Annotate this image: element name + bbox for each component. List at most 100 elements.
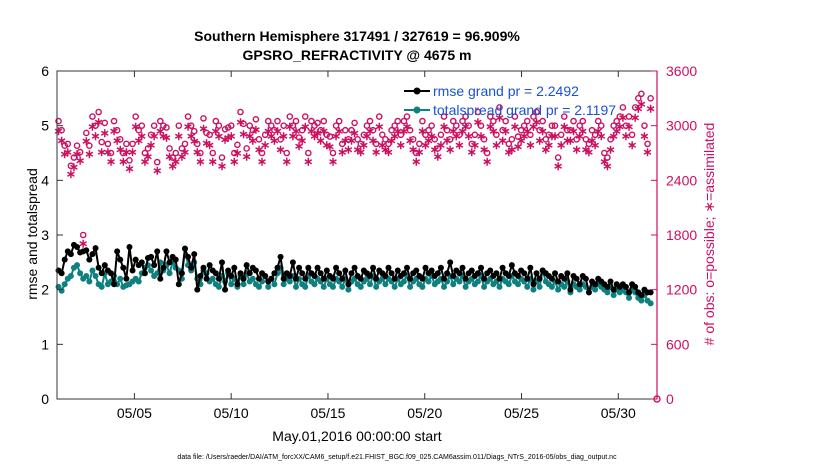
assimilated-obs-point: ∗: [288, 129, 298, 143]
possible-obs-point: [530, 113, 537, 120]
rmse-point: [123, 275, 130, 282]
totalspread-point: [419, 283, 426, 290]
assimilated-obs-point: ∗: [260, 138, 270, 152]
possible-obs-point: [345, 136, 352, 143]
totalspread-point: [92, 273, 99, 279]
rmse-point: [274, 264, 281, 271]
rmse-point: [154, 248, 161, 255]
rmse-point: [555, 278, 562, 285]
totalspread-point: [450, 281, 457, 288]
assimilated-obs-point: ∗: [309, 129, 319, 143]
y-tick-label-left: 1: [41, 336, 49, 352]
rmse-point: [268, 275, 275, 282]
assimilated-obs-point: ∗: [313, 126, 323, 140]
rmse-point: [422, 264, 429, 271]
possible-obs-point: [551, 122, 559, 129]
possible-obs-point: [486, 113, 494, 120]
assimilated-obs-point: ∗: [174, 129, 184, 143]
rmse-point: [391, 275, 398, 282]
y-tick-label-left: 6: [41, 63, 49, 79]
rmse-point: [61, 256, 68, 263]
possible-obs-point: [268, 122, 275, 129]
rmse-point: [626, 289, 633, 296]
possible-obs-point: [403, 113, 411, 120]
assimilated-obs-point: ∗: [562, 133, 572, 147]
assimilated-obs-point: ∗: [103, 145, 113, 159]
rmse-point: [610, 286, 617, 293]
assimilated-obs-point: ∗: [476, 129, 486, 143]
rmse-point: [151, 262, 158, 269]
rmse-point: [237, 270, 244, 277]
assimilated-obs-point: ∗: [482, 154, 492, 168]
assimilated-obs-point: ∗: [186, 129, 196, 143]
possible-obs-point: [545, 131, 553, 139]
rmse-point: [206, 262, 213, 269]
totalspread-point: [481, 283, 488, 290]
possible-obs-point: [264, 117, 272, 125]
possible-obs-point: [110, 117, 118, 125]
possible-obs-point: [351, 119, 358, 127]
possible-obs-point: [601, 149, 608, 157]
rmse-point: [382, 273, 389, 279]
possible-obs-point: [560, 113, 568, 120]
assimilated-obs-point: ∗: [87, 120, 97, 134]
rmse-point: [367, 273, 373, 279]
assimilated-obs-point: ∗: [359, 138, 369, 152]
possible-obs-point: [172, 149, 180, 157]
assimilated-obs-point: ∗: [568, 124, 578, 138]
possible-obs-point: [147, 131, 155, 139]
assimilated-obs-point: ∗: [69, 160, 79, 174]
rmse-point: [348, 270, 355, 277]
rmse-point: [521, 270, 528, 277]
possible-obs-point: [502, 117, 509, 125]
rmse-point: [533, 270, 540, 277]
rmse-point: [508, 262, 515, 269]
possible-obs-point: [591, 131, 599, 139]
possible-obs-point: [89, 113, 96, 120]
assimilated-obs-point: ∗: [454, 138, 464, 152]
rmse-point: [141, 270, 148, 277]
totalspread-point: [626, 294, 633, 301]
assimilated-obs-point: ∗: [75, 153, 85, 167]
possible-obs-point: [286, 113, 294, 120]
rmse-point: [126, 244, 133, 251]
totalspread-point: [286, 278, 293, 285]
totalspread-point: [548, 283, 555, 290]
x-tick-label: 05/25: [504, 405, 539, 421]
assimilated-obs-point: ∗: [195, 154, 205, 168]
possible-obs-point: [107, 149, 115, 157]
assimilated-obs-point: ∗: [340, 133, 350, 147]
y-tick-label-right: 1200: [666, 282, 697, 298]
possible-obs-point: [594, 117, 602, 125]
possible-obs-point: [425, 126, 432, 134]
assimilated-obs-point: ∗: [488, 124, 498, 138]
assimilated-obs-point: ∗: [445, 142, 455, 156]
assimilated-obs-point: ∗: [417, 124, 427, 138]
totalspread-point: [391, 283, 398, 290]
possible-obs-point: [231, 149, 238, 157]
possible-obs-point: [474, 108, 482, 116]
rmse-point: [459, 264, 466, 271]
rmse-point: [132, 256, 139, 263]
totalspread-point: [228, 281, 235, 288]
possible-obs-point: [570, 117, 577, 125]
rmse-point: [407, 275, 414, 282]
possible-obs-point: [274, 117, 281, 125]
assimilated-obs-point: ∗: [621, 129, 631, 143]
rmse-point: [370, 264, 377, 271]
assimilated-obs-point: ∗: [54, 124, 64, 138]
assimilated-obs-point: ∗: [522, 124, 532, 138]
y-tick-label-left: 5: [41, 118, 49, 134]
assimilated-obs-point: ∗: [430, 142, 440, 156]
possible-obs-point: [542, 136, 550, 143]
rmse-point: [271, 270, 278, 277]
assimilated-obs-point: ∗: [553, 159, 563, 173]
possible-obs-point: [459, 117, 466, 125]
possible-obs-point: [644, 140, 651, 148]
rmse-point: [505, 273, 512, 279]
totalspread-point: [604, 289, 611, 296]
possible-obs-point: [240, 120, 247, 128]
possible-obs-point: [520, 122, 528, 129]
y-tick-label-right: 2400: [666, 172, 697, 188]
assimilated-obs-point: ∗: [134, 133, 144, 147]
